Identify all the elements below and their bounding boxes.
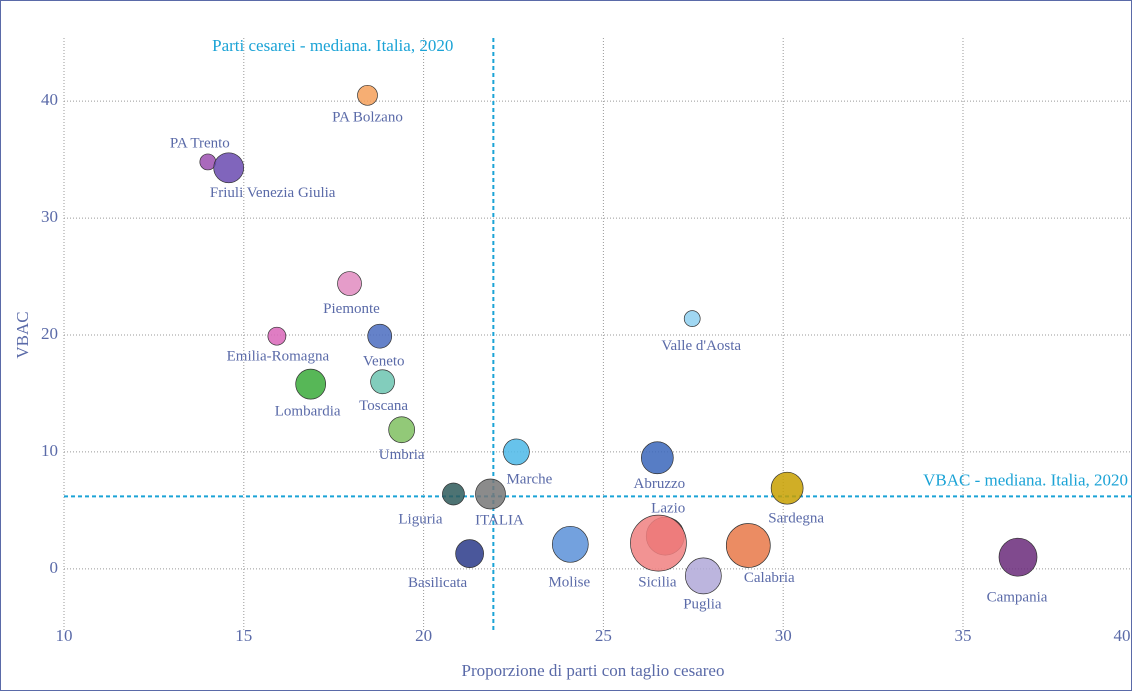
- y-axis-label: VBAC: [13, 311, 32, 358]
- bubble: [367, 323, 393, 349]
- bubble: [770, 471, 804, 505]
- bubble: [357, 84, 378, 106]
- point-label: Abruzzo: [634, 476, 686, 492]
- point-label: Molise: [548, 575, 590, 591]
- bubble: [683, 310, 701, 327]
- x-tick-label: 10: [56, 626, 73, 645]
- bubble: [640, 441, 674, 475]
- y-tick-label: 0: [50, 558, 59, 577]
- bubble: [267, 326, 287, 346]
- point-label: PA Bolzano: [332, 110, 403, 126]
- bubble: [295, 368, 327, 400]
- bubble: [388, 416, 416, 444]
- point-label: Valle d'Aosta: [661, 338, 741, 354]
- x-tick-label: 15: [235, 626, 252, 645]
- point-label: Piemonte: [323, 301, 380, 317]
- y-tick-label: 10: [41, 441, 58, 460]
- point-label: Sicilia: [638, 575, 677, 591]
- point-label: Lombardia: [275, 404, 341, 420]
- point-label: Toscana: [359, 398, 408, 414]
- point-label: Friuli Venezia Giulia: [210, 185, 336, 201]
- bubble: [337, 271, 362, 296]
- annotation: VBAC - mediana. Italia, 2020: [923, 470, 1128, 489]
- bubble: [455, 539, 484, 569]
- x-tick-label: 20: [415, 626, 432, 645]
- y-tick-label: 40: [41, 90, 58, 109]
- x-tick-label: 30: [775, 626, 792, 645]
- point-label: Marche: [506, 471, 552, 487]
- annotation: Parti cesarei - mediana. Italia, 2020: [212, 36, 453, 55]
- point-label: Emilia-Romagna: [227, 349, 330, 365]
- y-tick-label: 30: [41, 207, 58, 226]
- bubble: [503, 438, 530, 466]
- point-label: Umbria: [379, 447, 425, 463]
- bubble: [551, 525, 589, 563]
- x-axis-label: Proporzione di parti con taglio cesareo: [462, 661, 725, 680]
- point-label: Calabria: [744, 570, 795, 586]
- point-label: Lazio: [651, 501, 685, 517]
- bubble: [370, 369, 395, 395]
- bubble: [213, 152, 245, 184]
- bubble: [685, 557, 722, 595]
- x-tick-label: 40: [1114, 626, 1131, 645]
- point-label: Sardegna: [768, 511, 824, 527]
- bubble: [725, 523, 771, 568]
- point-label: PA Trento: [170, 135, 230, 151]
- bubble: [630, 514, 687, 572]
- point-label: Campania: [987, 590, 1048, 606]
- point-label: Basilicata: [408, 575, 467, 591]
- x-tick-label: 25: [595, 626, 612, 645]
- point-label: ITALIA: [475, 512, 524, 528]
- bubble: [475, 478, 506, 510]
- bubble: [998, 537, 1038, 577]
- point-label: Puglia: [683, 596, 722, 612]
- point-label: Veneto: [363, 354, 405, 370]
- bubble: [442, 482, 465, 506]
- x-tick-label: 35: [954, 626, 971, 645]
- point-label: Liguria: [398, 511, 442, 527]
- y-tick-label: 20: [41, 324, 58, 343]
